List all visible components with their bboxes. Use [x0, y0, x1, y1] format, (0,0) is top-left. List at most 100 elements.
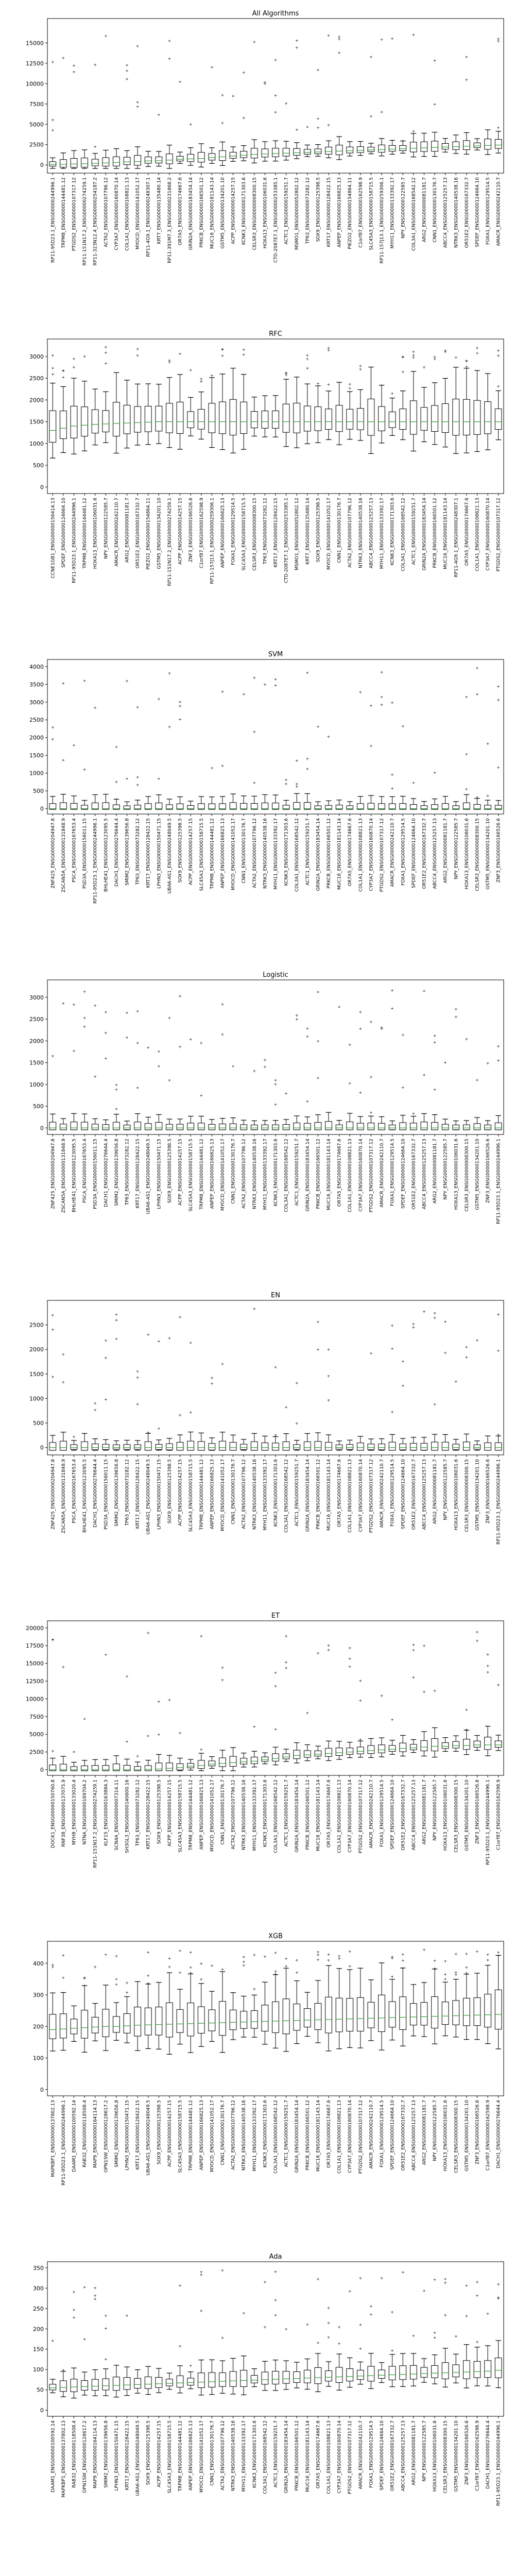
- box-C1orf87_ENSG00000162598.9: [356, 141, 364, 156]
- x-tick-label: MUC16_ENSG00000181143.14: [316, 1780, 321, 1851]
- x-tick-label: RAB32_ENSG00000118508.4: [72, 2420, 77, 2488]
- outlier-point: +: [168, 1336, 171, 1341]
- outlier-point: +: [412, 129, 416, 134]
- outlier-point: +: [305, 125, 309, 129]
- outlier-point: +: [263, 1955, 267, 1959]
- box-COL1A1_ENSG00000108821.13: +: [356, 690, 364, 810]
- x-tick-label: MAP9_ENSG00000164114.13: [93, 2420, 98, 2488]
- box-ACTA2_ENSG00000107796.12: +++: [250, 675, 258, 810]
- outlier-point: +: [475, 666, 479, 671]
- box-FOXA1_ENSG00000129514.5: +: [399, 724, 407, 810]
- x-tick-label: RP11-95D23.1_ENSG00000244996.1: [61, 2100, 66, 2185]
- x-tick-label: CYP3A7_ENSG00000160870.14: [348, 1780, 353, 1853]
- box-HOXA13_ENSG00000106031.6: +++: [462, 694, 470, 810]
- outlier-point: +: [221, 764, 225, 768]
- outlier-point: +: [62, 1380, 65, 1384]
- x-tick-label: PRKCB_ENSG00000166501.12: [295, 2420, 300, 2490]
- box-iqr: [314, 1441, 322, 1451]
- outlier-point: +: [115, 1982, 118, 1987]
- x-tick-label: CNN1_ENSG00000130176.7: [231, 1459, 236, 1524]
- box-PSCA_ENSG00000167653.4: +++: [81, 989, 89, 1130]
- x-tick-label: ABCC4_ENSG00000125257.13: [433, 818, 438, 889]
- box-MYH11_ENSG00000133392.17: [261, 1435, 269, 1451]
- outlier-point: +: [199, 1041, 203, 1045]
- outlier-point: +: [380, 383, 384, 387]
- x-tick-label: ZNF3_ENSG00000166526.6: [486, 1139, 491, 1203]
- outlier-point: +: [274, 1078, 278, 1082]
- outlier-point: +: [433, 1040, 437, 1045]
- box-iqr: [229, 1123, 237, 1130]
- box-iqr: [378, 144, 385, 153]
- outlier-point: +: [115, 797, 118, 802]
- outlier-point: +: [274, 1102, 278, 1107]
- outlier-point: +: [316, 1651, 320, 1656]
- outlier-point: +: [412, 355, 416, 360]
- outlier-point: +: [422, 1073, 426, 1077]
- x-tick-label: ACPP_ENSG00000014257.15: [231, 177, 236, 244]
- outlier-point: +: [369, 704, 373, 708]
- outlier-point: +: [316, 1347, 320, 1352]
- outlier-point: +: [178, 717, 182, 722]
- outlier-point: +: [274, 93, 278, 98]
- x-tick-label: OR7A5_ENSG00000174667.6: [178, 177, 183, 245]
- box-ABCC4_ENSG00000125257.13: +++: [409, 1642, 417, 1753]
- outlier-point: +: [465, 1952, 469, 1956]
- outlier-point: +: [412, 781, 416, 785]
- box-CCNE1GB1_ENSG00000156414.13: +++: [49, 353, 57, 459]
- outlier-point: +: [284, 782, 288, 786]
- x-tick-label: PTGDS2_ENSG00000107317.12: [348, 2420, 353, 2494]
- box-iqr: [49, 803, 57, 810]
- x-tick-label: COL1A1_ENSG00000108821.13: [348, 1459, 353, 1533]
- box-KRT17_ENSG00000128422.15: +: [123, 2314, 131, 2396]
- box-GSTM5_ENSG00000134201.10: +++: [462, 1952, 470, 2040]
- y-tick-label: 3500: [29, 681, 44, 688]
- box-iqr: [155, 1444, 163, 1450]
- x-tick-label: RP11-323N12.4_ENSG00000254187.2: [93, 177, 98, 266]
- outlier-point: +: [62, 56, 65, 60]
- box-KCNK3_ENSG00000171303.6: +: [261, 1955, 269, 2045]
- box-iqr: [219, 1757, 226, 1767]
- outlier-point: +: [443, 2277, 447, 2281]
- box-CYP3A7_ENSG00000160870.14: [113, 148, 120, 169]
- x-tick-label: RP11-95D23.1_ENSG00000244996.1: [50, 177, 56, 263]
- outlier-point: +: [390, 2310, 394, 2315]
- outlier-point: +: [316, 1950, 320, 1954]
- x-tick-label: ARG2_ENSG00000081181.7: [433, 1459, 438, 1524]
- box-HOXA13_ENSG00000106031.6: ++: [452, 1007, 460, 1130]
- outlier-point: +: [93, 2297, 97, 2301]
- outlier-point: +: [72, 357, 76, 361]
- box-DACH1_ENSG00000276644.4: ++: [91, 1401, 99, 1451]
- box-NPY_ENSG00000122585.7: +: [431, 1689, 438, 1758]
- outlier-point: +: [252, 730, 256, 734]
- box-iqr: [272, 410, 279, 429]
- x-tick-label: PRKCB_ENSG00000166501.12: [316, 1139, 321, 1209]
- box-ZNF3_ENSG00000166526.6: +: [484, 1061, 491, 1130]
- outlier-point: +: [496, 348, 500, 353]
- x-tick-label: PRKCB_ENSG00000166501.12: [305, 2100, 311, 2170]
- box-MYH11_ENSG00000133392.17: +: [378, 383, 385, 444]
- outlier-point: +: [104, 1056, 108, 1061]
- y-tick-label: 300: [33, 1992, 44, 1998]
- box-CTD-2087E7.1_ENSG00000253385.1: +++: [282, 370, 290, 447]
- outlier-point: +: [401, 1966, 405, 1971]
- box-TRPM8_ENSG00000144481.12: [197, 1432, 205, 1451]
- box-iqr: [219, 150, 226, 161]
- x-tick-label: SLC45A3_ENSG00000158715.5: [242, 498, 247, 571]
- x-tick-label: MYH11_ENSG00000133392.17: [380, 498, 385, 569]
- x-tick-label: LPHN3_ENSG00000150471.15: [157, 1459, 162, 1530]
- outlier-point: +: [136, 1369, 140, 1374]
- outlier-point: +: [199, 1747, 203, 1752]
- box-UBA6-AS1_ENSG00000248049.5: +: [144, 1045, 152, 1130]
- x-tick-label: RP11-95D23.1_ENSG00000244996.1: [93, 818, 98, 904]
- outlier-point: +: [72, 743, 76, 748]
- box-OR51E2_ENSG00000167332.7: ++: [462, 55, 470, 155]
- outlier-point: +: [496, 1349, 500, 1353]
- box-iqr: [134, 805, 142, 810]
- outlier-point: +: [433, 1959, 437, 1963]
- y-tick-label: 7500: [29, 101, 44, 108]
- box-iqr: [134, 1766, 142, 1771]
- box-CNN1_ENSG00000130176.7: ++: [431, 58, 438, 157]
- outlier-point: +: [274, 2269, 278, 2274]
- y-tick-label: 2500: [29, 717, 44, 723]
- box-RP11-157J13.1_ENSG00000259306.1: ++: [378, 38, 385, 157]
